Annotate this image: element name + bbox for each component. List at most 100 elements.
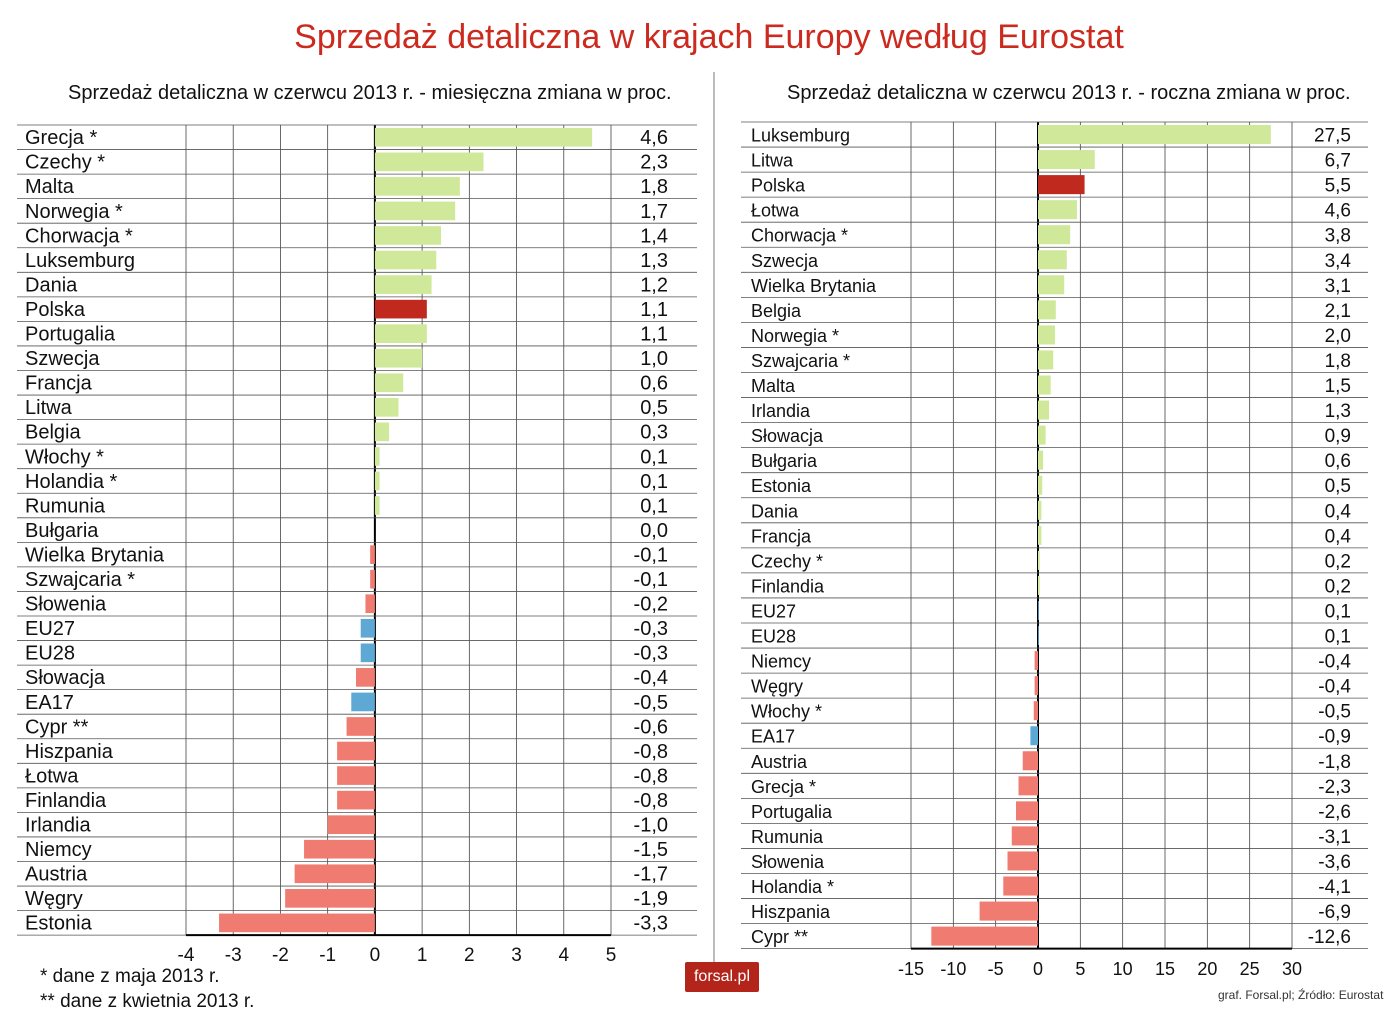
annual-category-label: Wielka Brytania (751, 276, 877, 296)
annual-category-label: Polska (751, 176, 806, 196)
annual-bar (979, 901, 1038, 921)
annual-value-label: -2,3 (1318, 777, 1351, 798)
annual-bar (1015, 801, 1038, 821)
annual-value-label: 2,1 (1325, 301, 1351, 322)
annual-tick-label: 10 (1113, 959, 1133, 979)
annual-bar (1038, 175, 1085, 195)
monthly-bar (374, 447, 380, 466)
annual-value-label: 3,4 (1325, 251, 1352, 272)
annual-tick-label: -5 (988, 959, 1004, 979)
annual-value-label: 0,5 (1325, 476, 1351, 497)
monthly-bar (356, 668, 375, 687)
monthly-bar (337, 790, 375, 810)
annual-category-label: Chorwacja * (751, 226, 848, 246)
monthly-category-label: Węgry (25, 888, 83, 910)
annual-bar (1038, 600, 1039, 620)
annual-category-label: Belgia (751, 301, 802, 321)
monthly-bar (374, 471, 380, 491)
annual-bar (1034, 676, 1038, 696)
annual-bar (1030, 726, 1038, 746)
monthly-category-label: EU27 (25, 618, 75, 640)
monthly-value-label: 1,0 (640, 348, 668, 370)
annual-category-label: Cypr ** (751, 927, 808, 947)
monthly-category-label: EU28 (25, 643, 75, 665)
annual-category-label: Norwegia * (751, 326, 839, 346)
monthly-tick-label: 1 (417, 945, 428, 966)
annual-category-label: Hiszpania (751, 902, 831, 922)
monthly-category-label: Chorwacja * (25, 225, 133, 247)
monthly-bar (370, 569, 375, 589)
monthly-category-label: Luksemburg (25, 250, 135, 272)
monthly-category-label: Portugalia (25, 324, 116, 346)
monthly-bar (360, 643, 375, 663)
monthly-bar (374, 496, 380, 515)
monthly-value-label: 0,1 (640, 446, 668, 468)
monthly-chart-title: Sprzedaż detaliczna w czerwcu 2013 r. - … (68, 82, 672, 104)
monthly-tick-label: -1 (319, 945, 336, 966)
annual-value-label: 0,1 (1325, 601, 1351, 622)
monthly-category-label: Szwecja (25, 348, 100, 370)
monthly-value-label: -0,1 (634, 544, 668, 566)
monthly-value-label: 0,1 (640, 495, 668, 517)
annual-chart-title: Sprzedaż detaliczna w czerwcu 2013 r. - … (787, 82, 1351, 104)
monthly-value-label: 4,6 (640, 127, 668, 149)
monthly-bar (374, 152, 484, 172)
annual-bar (1033, 701, 1038, 721)
annual-value-label: 3,8 (1325, 226, 1351, 247)
monthly-category-label: Irlandia (25, 815, 91, 837)
annual-value-label: 5,5 (1325, 176, 1351, 197)
annual-category-label: Włochy * (751, 702, 822, 722)
annual-category-label: Finlandia (751, 576, 825, 596)
annual-value-label: 0,1 (1325, 627, 1351, 648)
annual-value-label: 3,1 (1325, 276, 1351, 297)
annual-tick-label: 15 (1155, 959, 1175, 979)
annual-category-label: Malta (751, 376, 796, 396)
annual-bar (1038, 300, 1056, 320)
monthly-category-label: Norwegia * (25, 201, 123, 223)
monthly-bar (219, 913, 375, 933)
monthly-value-label: -1,7 (634, 864, 668, 886)
monthly-category-label: Niemcy (25, 839, 92, 861)
monthly-bar (351, 692, 375, 712)
annual-category-label: Bułgaria (751, 451, 818, 471)
monthly-category-label: Hiszpania (25, 741, 114, 763)
annual-tick-label: -10 (940, 959, 966, 979)
monthly-category-label: Finlandia (25, 790, 107, 812)
annual-value-label: -1,8 (1318, 752, 1351, 773)
annual-category-label: Szwajcaria * (751, 351, 850, 371)
monthly-value-label: 0,5 (640, 397, 668, 419)
annual-category-label: EU27 (751, 601, 796, 621)
annual-value-label: -0,5 (1318, 702, 1351, 723)
annual-value-label: 0,6 (1325, 451, 1351, 472)
monthly-bar (327, 815, 375, 835)
monthly-category-label: Włochy * (25, 446, 104, 468)
monthly-bar (374, 397, 399, 417)
monthly-tick-label: -4 (178, 945, 195, 966)
annual-bar (1038, 250, 1067, 270)
annual-bar (1038, 200, 1077, 220)
annual-bar (1038, 500, 1042, 520)
annual-value-label: 1,5 (1325, 376, 1351, 397)
annual-value-label: 1,3 (1325, 401, 1351, 422)
monthly-category-label: EA17 (25, 692, 74, 714)
monthly-value-label: 0,3 (640, 422, 668, 444)
annual-value-label: 6,7 (1325, 151, 1351, 172)
annual-bar (1038, 400, 1050, 420)
annual-value-label: -0,4 (1318, 652, 1351, 673)
monthly-tick-label: -2 (272, 945, 289, 966)
monthly-bar (374, 201, 456, 221)
footnote-may: * dane z maja 2013 r. (40, 966, 220, 987)
annual-value-label: -3,6 (1318, 852, 1351, 873)
annual-bar (1038, 150, 1095, 170)
annual-bar (1038, 450, 1044, 470)
monthly-tick-label: -3 (225, 945, 242, 966)
monthly-bar (370, 545, 375, 564)
annual-bar (1038, 275, 1065, 295)
monthly-value-label: -0,4 (634, 667, 668, 689)
annual-value-label: -0,9 (1318, 727, 1351, 748)
monthly-bar (285, 888, 375, 908)
monthly-bar (374, 422, 390, 442)
monthly-bar (346, 717, 375, 736)
annual-bar (1038, 375, 1051, 395)
